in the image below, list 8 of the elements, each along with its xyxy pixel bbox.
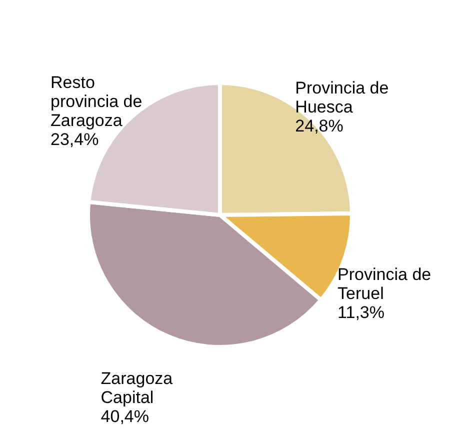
slice-label: Provincia de Teruel (338, 265, 432, 304)
data-label: 23,4% (50, 130, 99, 150)
data-label: 11,3% (338, 303, 385, 322)
slice-label: Resto provincia de Zaragoza (50, 73, 142, 130)
slice-label: Zaragoza Capital (100, 368, 174, 407)
slice-label: Provincia de Huesca (295, 78, 389, 116)
data-label: 40,4% (100, 406, 149, 426)
data-label: 24,8% (295, 116, 344, 136)
